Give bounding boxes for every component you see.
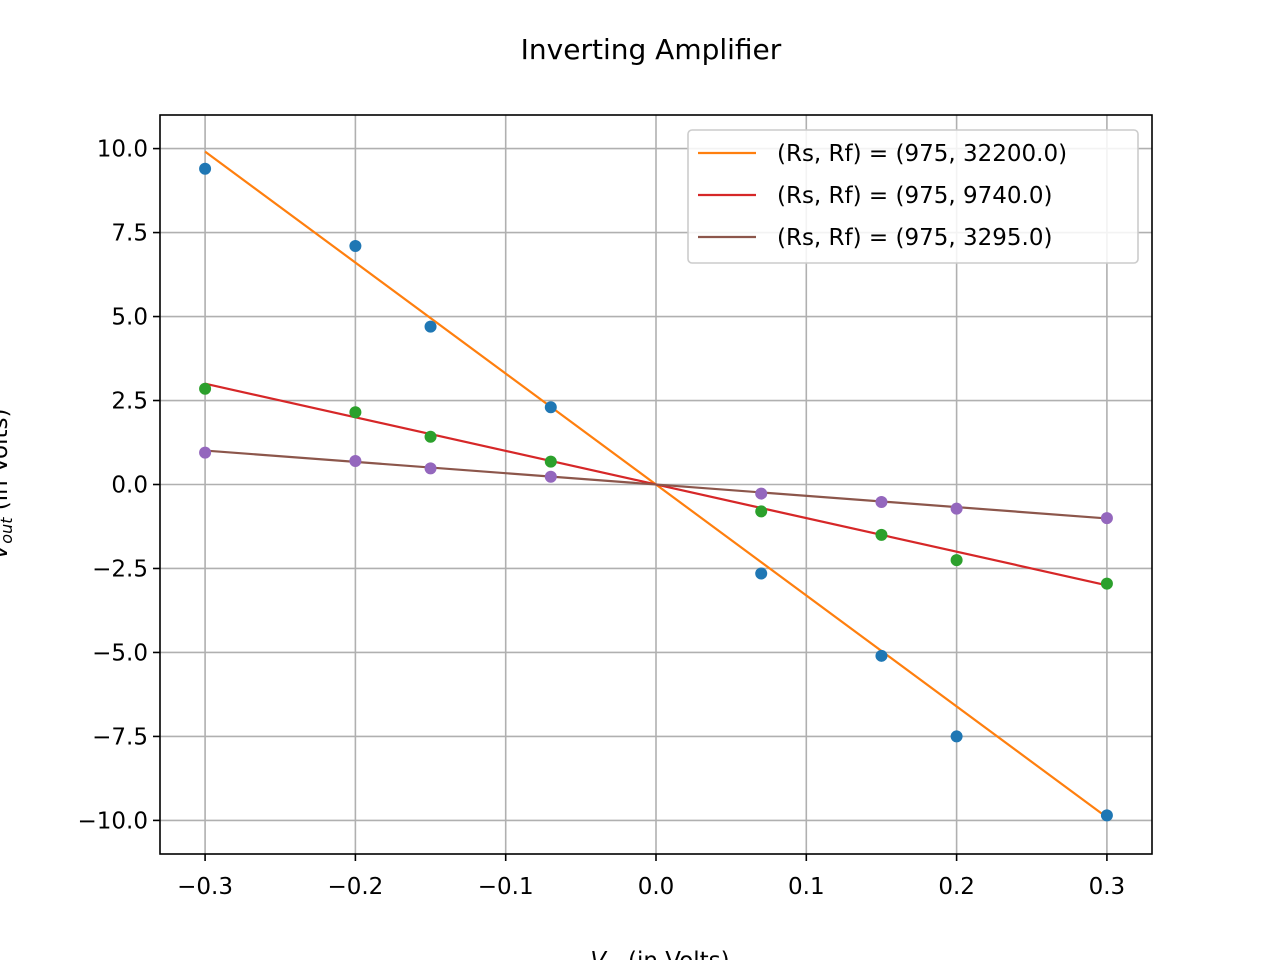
data-point xyxy=(1100,577,1113,590)
legend-box xyxy=(687,129,1139,264)
data-point xyxy=(755,487,768,500)
y-tick-label: 7.5 xyxy=(111,221,148,247)
legend-label: (Rs, Rf) = (975, 3295.0) xyxy=(777,225,1052,251)
chart-title: Inverting Amplifier xyxy=(521,33,782,66)
y-tick-label: −10.0 xyxy=(78,808,148,834)
x-tick-label: 0.3 xyxy=(1089,874,1126,900)
y-tick-label: 2.5 xyxy=(111,389,148,415)
y-tick-label: −2.5 xyxy=(92,556,148,582)
data-point xyxy=(875,649,888,662)
data-point xyxy=(349,454,362,467)
data-point xyxy=(199,382,212,395)
x-tick-label: 0.2 xyxy=(938,874,975,900)
data-point xyxy=(349,406,362,419)
data-point xyxy=(544,455,557,468)
data-point xyxy=(950,502,963,515)
legend: (Rs, Rf) = (975, 32200.0) (Rs, Rf) = (975… xyxy=(687,129,1139,264)
axis-label-text: Vin (in Volts) xyxy=(590,948,729,960)
data-point xyxy=(424,462,437,475)
data-point xyxy=(544,470,557,483)
data-point xyxy=(755,505,768,518)
y-tick-label: 5.0 xyxy=(111,305,148,331)
axis-ticks: −0.3 −0.2 −0.1 0.0 0.1 0.2 0.3 10.0 7.5 5.0 2.5 0.0… xyxy=(78,137,1126,900)
x-tick-label: −0.1 xyxy=(478,874,534,900)
legend-label: (Rs, Rf) = (975, 32200.0) xyxy=(777,141,1067,167)
data-point xyxy=(349,240,362,253)
data-point xyxy=(875,495,888,508)
x-tick-label: 0.1 xyxy=(788,874,825,900)
x-axis-label: Vin (in Volts) xyxy=(590,948,729,960)
x-tick-label: 0.0 xyxy=(638,874,675,900)
x-tick-label: −0.2 xyxy=(327,874,383,900)
data-point xyxy=(199,446,212,459)
data-point xyxy=(950,554,963,567)
data-point xyxy=(424,430,437,443)
data-points xyxy=(199,162,1113,822)
legend-label: (Rs, Rf) = (975, 9740.0) xyxy=(777,183,1052,209)
data-point xyxy=(755,567,768,580)
y-axis-label: Vout (in Volts) xyxy=(0,409,16,560)
y-tick-label: 0.0 xyxy=(111,473,148,499)
x-tick-label: −0.3 xyxy=(177,874,233,900)
axis-label-text: Vout (in Volts) xyxy=(0,409,16,560)
data-point xyxy=(424,320,437,333)
data-point xyxy=(950,730,963,743)
y-tick-label: 10.0 xyxy=(97,137,148,163)
data-point xyxy=(544,401,557,414)
data-point xyxy=(1100,512,1113,525)
data-point xyxy=(199,162,212,175)
data-point xyxy=(875,528,888,541)
y-tick-label: −7.5 xyxy=(92,724,148,750)
data-point xyxy=(1100,809,1113,822)
y-tick-label: −5.0 xyxy=(92,640,148,666)
